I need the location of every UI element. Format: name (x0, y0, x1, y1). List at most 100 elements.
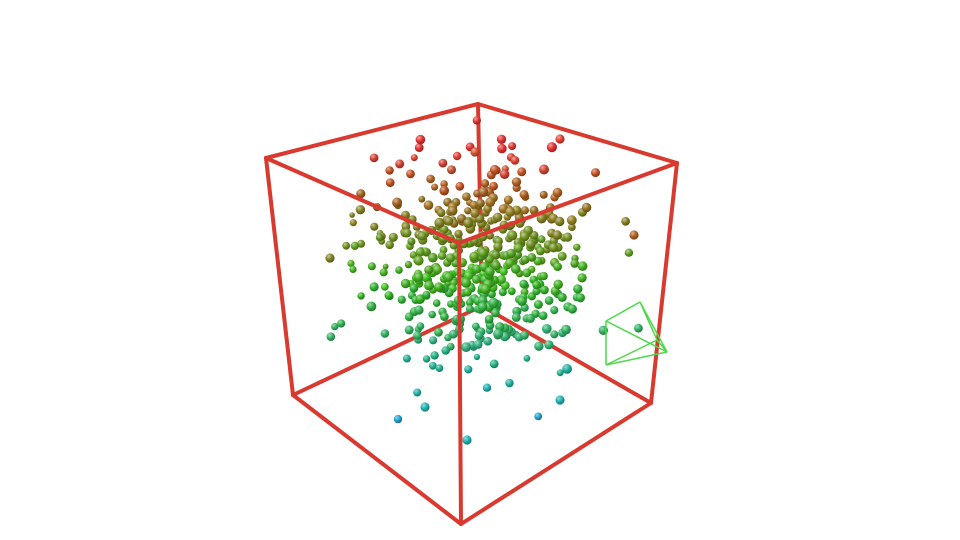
data-point (417, 231, 427, 241)
data-point (369, 282, 379, 292)
data-point (444, 216, 454, 226)
box-edge (457, 161, 679, 245)
data-point (527, 253, 537, 262)
data-point (563, 232, 573, 242)
data-point (575, 293, 586, 303)
data-point (349, 219, 357, 227)
frustum-edge (605, 339, 658, 366)
data-point (483, 336, 493, 346)
data-point (357, 239, 366, 248)
data-point (402, 228, 412, 238)
data-point (478, 187, 489, 198)
data-point (553, 279, 563, 290)
data-point (439, 185, 450, 196)
data-point (404, 325, 414, 335)
data-point (472, 264, 482, 274)
data-point (455, 181, 465, 191)
data-point (591, 168, 600, 178)
data-point (337, 319, 346, 328)
data-point (555, 134, 565, 144)
data-point (447, 165, 456, 175)
data-point (577, 261, 588, 271)
data-point (503, 195, 513, 205)
box-edge (264, 102, 480, 160)
data-point (536, 213, 547, 224)
camera-frustum-icon[interactable] (605, 301, 668, 366)
data-point (538, 311, 548, 321)
data-point (392, 197, 403, 208)
data-point (404, 260, 413, 269)
data-point (550, 330, 559, 339)
data-point (443, 272, 454, 282)
data-point (436, 208, 446, 218)
data-point (385, 166, 394, 175)
data-point (326, 332, 336, 342)
data-point (409, 283, 419, 293)
data-point (420, 402, 430, 412)
data-point (570, 259, 579, 268)
data-point (424, 265, 434, 275)
data-point (526, 239, 536, 249)
data-point (485, 266, 495, 277)
data-point (410, 154, 418, 162)
data-point (577, 273, 587, 283)
data-point (432, 265, 442, 275)
data-point (532, 280, 541, 290)
data-point (561, 324, 571, 335)
data-point (461, 342, 471, 352)
data-point (431, 183, 439, 191)
data-point (542, 324, 552, 334)
data-point (414, 305, 424, 315)
data-point (415, 294, 425, 304)
data-point (539, 164, 549, 175)
data-point (537, 235, 546, 244)
data-point (416, 322, 425, 330)
data-point (464, 365, 473, 374)
data-point (349, 265, 357, 273)
box-edge (457, 241, 463, 526)
data-point (418, 195, 426, 203)
data-point (519, 279, 528, 289)
data-point (519, 190, 529, 199)
data-point (414, 143, 424, 153)
data-point (472, 322, 480, 331)
frustum-edge (605, 351, 668, 366)
data-point (480, 284, 491, 295)
data-point (380, 329, 390, 338)
data-point (469, 200, 479, 210)
data-point (526, 313, 535, 323)
data-point (447, 300, 455, 308)
data-point (395, 266, 403, 274)
data-point (385, 240, 395, 250)
data-point (388, 232, 398, 242)
data-point (511, 264, 521, 274)
data-point (435, 364, 444, 372)
data-point (440, 312, 449, 322)
data-point (463, 287, 472, 297)
data-point (532, 287, 541, 296)
data-point (498, 288, 507, 297)
data-point (375, 233, 384, 242)
data-point (349, 212, 355, 218)
data-point (473, 339, 483, 349)
data-point (493, 328, 504, 339)
bounding-box-front-edges (264, 102, 679, 526)
data-point (445, 253, 456, 263)
data-point (482, 383, 492, 392)
data-point (426, 174, 435, 184)
data-point (357, 292, 365, 300)
data-point (476, 198, 485, 208)
data-point (527, 292, 537, 301)
data-point (449, 329, 458, 339)
data-point (546, 142, 558, 153)
frustum-edge (605, 320, 668, 353)
data-point (432, 299, 441, 307)
data-point (555, 216, 565, 227)
data-point (567, 304, 578, 314)
data-point (540, 285, 549, 295)
data-point (568, 223, 576, 232)
data-point (428, 310, 437, 319)
data-point (493, 212, 503, 222)
